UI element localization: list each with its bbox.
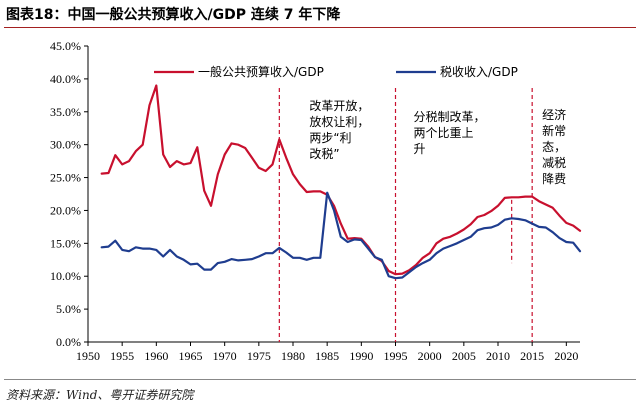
x-tick-label: 1990 <box>349 349 373 363</box>
event-annotation-line: 分税制改革， <box>414 110 486 124</box>
source-divider <box>4 379 636 380</box>
y-tick-label: 35.0% <box>50 105 81 119</box>
event-annotation-line: 改革开放， <box>309 98 369 113</box>
x-tick-label: 1955 <box>110 349 134 363</box>
x-tick-label: 2020 <box>554 349 578 363</box>
event-annotation-line: 新常 <box>542 123 566 138</box>
y-tick-label: 10.0% <box>50 269 81 283</box>
event-annotation-line: 经济 <box>542 107 566 122</box>
legend-label: 一般公共预算收入/GDP <box>198 64 324 79</box>
x-tick-label: 1960 <box>144 349 168 363</box>
x-tick-label: 1995 <box>384 349 408 363</box>
y-tick-label: 45.0% <box>50 39 81 53</box>
event-annotation-line: 两个比重上 <box>414 126 474 140</box>
figure-title: 图表18：中国一般公共预算收入/GDP 连续 7 年下降 <box>6 7 341 23</box>
y-tick-label: 5.0% <box>56 302 81 316</box>
event-annotation-line: 态， <box>542 140 566 154</box>
source-note: 资料来源：Wind、粤开证券研究院 <box>6 388 194 402</box>
event-annotation-line: 升 <box>414 142 426 156</box>
x-tick-label: 1970 <box>213 349 237 363</box>
x-tick-label: 2000 <box>418 349 442 363</box>
x-tick-label: 1980 <box>281 349 305 363</box>
y-tick-label: 30.0% <box>50 138 81 152</box>
x-tick-label: 1950 <box>76 349 100 363</box>
event-annotation-line: 改税” <box>309 147 339 161</box>
chart-axes: 0.0% 5.0% 10.0% 15.0% 20.0% 25.0% 30.0% 35.0% 40… <box>50 39 580 363</box>
x-tick-label: 1985 <box>315 349 339 363</box>
series-line-fiscal-revenue <box>100 84 582 276</box>
chart-legend: 一般公共预算收入/GDP 税收收入/GDP <box>154 64 518 79</box>
series-lines <box>100 84 582 280</box>
x-tick-label: 2010 <box>486 349 510 363</box>
event-annotation-line: 降费 <box>542 172 566 186</box>
x-tick-label: 2005 <box>452 349 476 363</box>
title-divider <box>4 27 636 28</box>
y-tick-label: 20.0% <box>50 203 81 217</box>
event-annotation-line: 放权让利， <box>309 114 369 129</box>
y-tick-label: 0.0% <box>56 335 81 349</box>
y-tick-label: 25.0% <box>50 171 81 185</box>
y-tick-label: 40.0% <box>50 72 81 86</box>
legend-label: 税收收入/GDP <box>440 65 518 79</box>
x-tick-label: 1975 <box>247 349 271 363</box>
y-tick-label: 15.0% <box>50 236 81 250</box>
event-annotation-line: 减税 <box>542 156 566 170</box>
event-annotation-line: 两步“利 <box>309 131 351 145</box>
x-tick-label: 1965 <box>179 349 203 363</box>
series-line-tax-revenue <box>100 191 582 280</box>
x-tick-label: 2015 <box>520 349 544 363</box>
